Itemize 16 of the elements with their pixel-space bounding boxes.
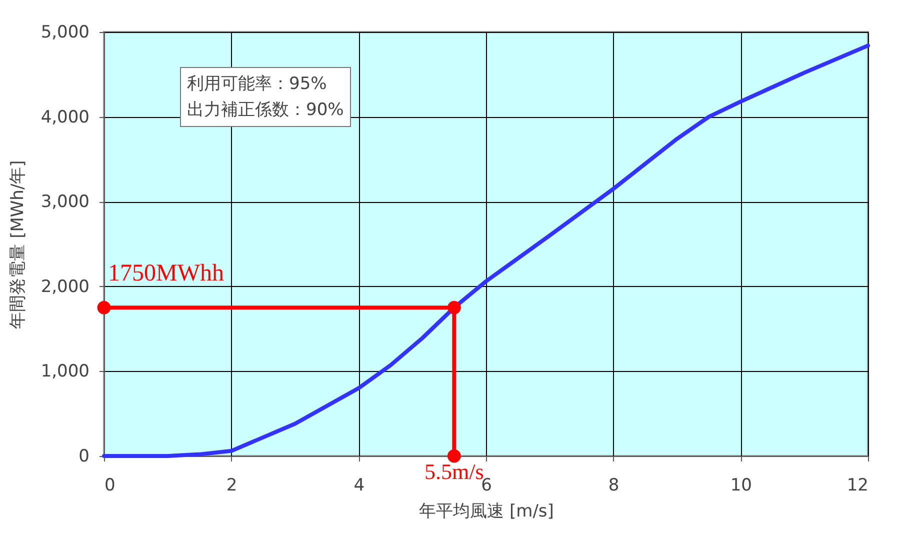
x-tick-label: 4 (354, 476, 365, 496)
y-tick-label: 0 (78, 446, 90, 466)
callout-box: 利用可能率：95% 出力補正係数：90% (180, 67, 351, 127)
y-tick-label: 2,000 (40, 276, 90, 297)
y-tick-label: 4,000 (40, 107, 90, 128)
y-tick-label: 1,000 (40, 362, 90, 382)
x-tick-label: 10 (730, 476, 752, 496)
annotation: 1750MWhh (108, 260, 224, 287)
y-tick-label: 3,000 (40, 192, 90, 212)
x-tick-label: 2 (226, 476, 238, 496)
x-axis-title: 年平均風速 [m/s] (419, 502, 554, 522)
y-axis-title: 年間発電量 [MWh/年] (8, 160, 28, 329)
y-tick-label: 5,000 (40, 22, 90, 42)
x-tick-label: 12 (846, 476, 868, 496)
x-tick-label: 0 (104, 476, 116, 496)
x-tick-label: 8 (608, 476, 620, 496)
